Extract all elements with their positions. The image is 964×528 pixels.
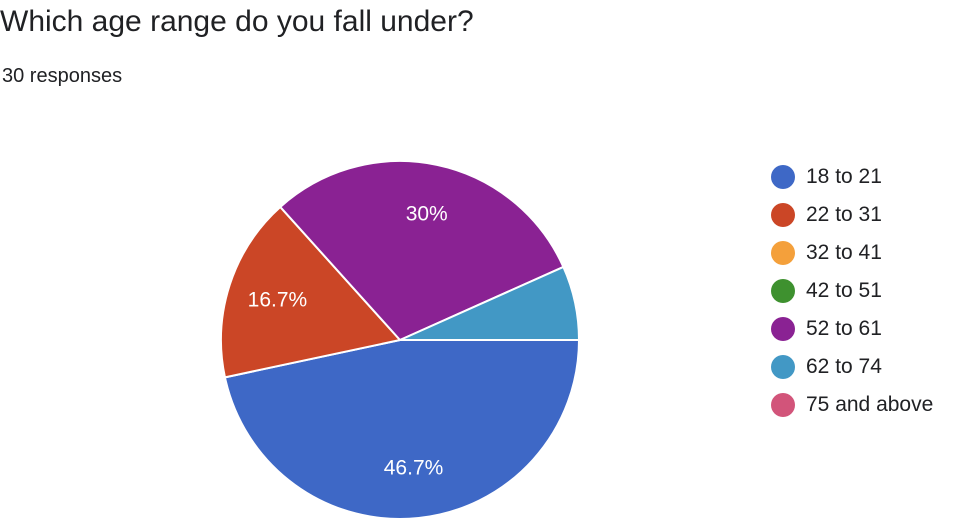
data-label-18-to-21: 46.7% [384,457,444,480]
legend-item-22-to-31[interactable]: 22 to 31 [771,196,933,234]
legend-swatch [771,165,795,189]
legend-swatch [771,317,795,341]
response-count: 30 responses [2,65,123,87]
legend-label: 22 to 31 [806,203,882,226]
pie-data-labels: 46.7% 16.7% 30% [248,202,448,479]
pie-slice-18-to-21[interactable] [223,339,580,520]
chart-title: Which age range do you fall under? [0,5,474,38]
legend-label: 32 to 41 [806,241,882,264]
data-label-22-to-31: 16.7% [248,289,308,312]
legend: 18 to 21 22 to 31 32 to 41 42 to 51 52 t… [771,158,933,424]
pie-slice-52-to-61[interactable] [279,160,565,341]
legend-label: 18 to 21 [806,165,882,188]
legend-swatch [771,203,795,227]
legend-item-52-to-61[interactable]: 52 to 61 [771,310,933,348]
legend-item-62-to-74[interactable]: 62 to 74 [771,348,933,386]
legend-label: 75 and above [806,393,934,416]
legend-swatch [771,355,795,379]
legend-label: 52 to 61 [806,317,882,340]
data-label-52-to-61: 30% [406,202,448,225]
pie-slice-22-to-31[interactable] [220,205,401,379]
legend-item-75-and-above[interactable]: 75 and above [771,386,933,424]
legend-swatch [771,393,795,417]
pie-slice-62-to-74[interactable] [399,265,580,341]
legend-label: 42 to 51 [806,279,882,302]
legend-swatch [771,241,795,265]
pie-slices [220,160,580,520]
legend-item-42-to-51[interactable]: 42 to 51 [771,272,933,310]
legend-label: 62 to 74 [806,355,882,378]
legend-swatch [771,279,795,303]
legend-item-18-to-21[interactable]: 18 to 21 [771,158,933,196]
legend-item-32-to-41[interactable]: 32 to 41 [771,234,933,272]
